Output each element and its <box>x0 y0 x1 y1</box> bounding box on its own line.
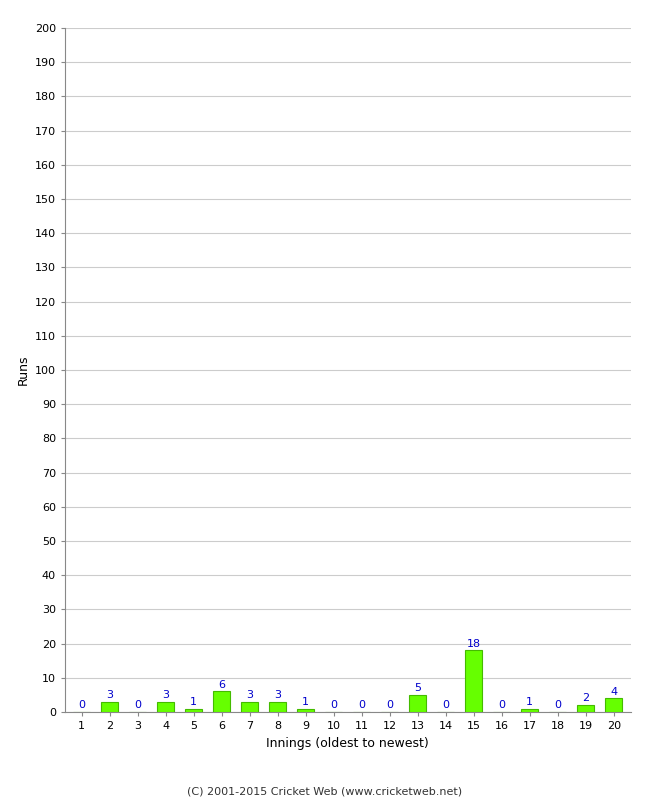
Bar <box>241 702 258 712</box>
Bar <box>213 691 230 712</box>
Text: 0: 0 <box>358 700 365 710</box>
X-axis label: Innings (oldest to newest): Innings (oldest to newest) <box>266 737 429 750</box>
Text: 0: 0 <box>442 700 449 710</box>
Text: (C) 2001-2015 Cricket Web (www.cricketweb.net): (C) 2001-2015 Cricket Web (www.cricketwe… <box>187 786 463 796</box>
Bar <box>410 695 426 712</box>
Text: 0: 0 <box>330 700 337 710</box>
Bar <box>157 702 174 712</box>
Text: 3: 3 <box>246 690 254 700</box>
Text: 1: 1 <box>302 697 309 707</box>
Text: 3: 3 <box>107 690 113 700</box>
Text: 0: 0 <box>498 700 505 710</box>
Text: 3: 3 <box>162 690 169 700</box>
Bar <box>185 709 202 712</box>
Bar <box>101 702 118 712</box>
Text: 18: 18 <box>467 638 481 649</box>
Text: 1: 1 <box>190 697 198 707</box>
Bar <box>521 709 538 712</box>
Text: 5: 5 <box>414 683 421 693</box>
Y-axis label: Runs: Runs <box>16 354 29 386</box>
Bar <box>269 702 286 712</box>
Text: 1: 1 <box>526 697 533 707</box>
Text: 0: 0 <box>386 700 393 710</box>
Bar <box>577 705 594 712</box>
Text: 3: 3 <box>274 690 281 700</box>
Bar <box>297 709 314 712</box>
Text: 6: 6 <box>218 680 226 690</box>
Text: 4: 4 <box>610 686 617 697</box>
Text: 2: 2 <box>582 694 590 703</box>
Bar <box>605 698 622 712</box>
Text: 0: 0 <box>554 700 561 710</box>
Bar <box>465 650 482 712</box>
Text: 0: 0 <box>78 700 85 710</box>
Text: 0: 0 <box>135 700 141 710</box>
